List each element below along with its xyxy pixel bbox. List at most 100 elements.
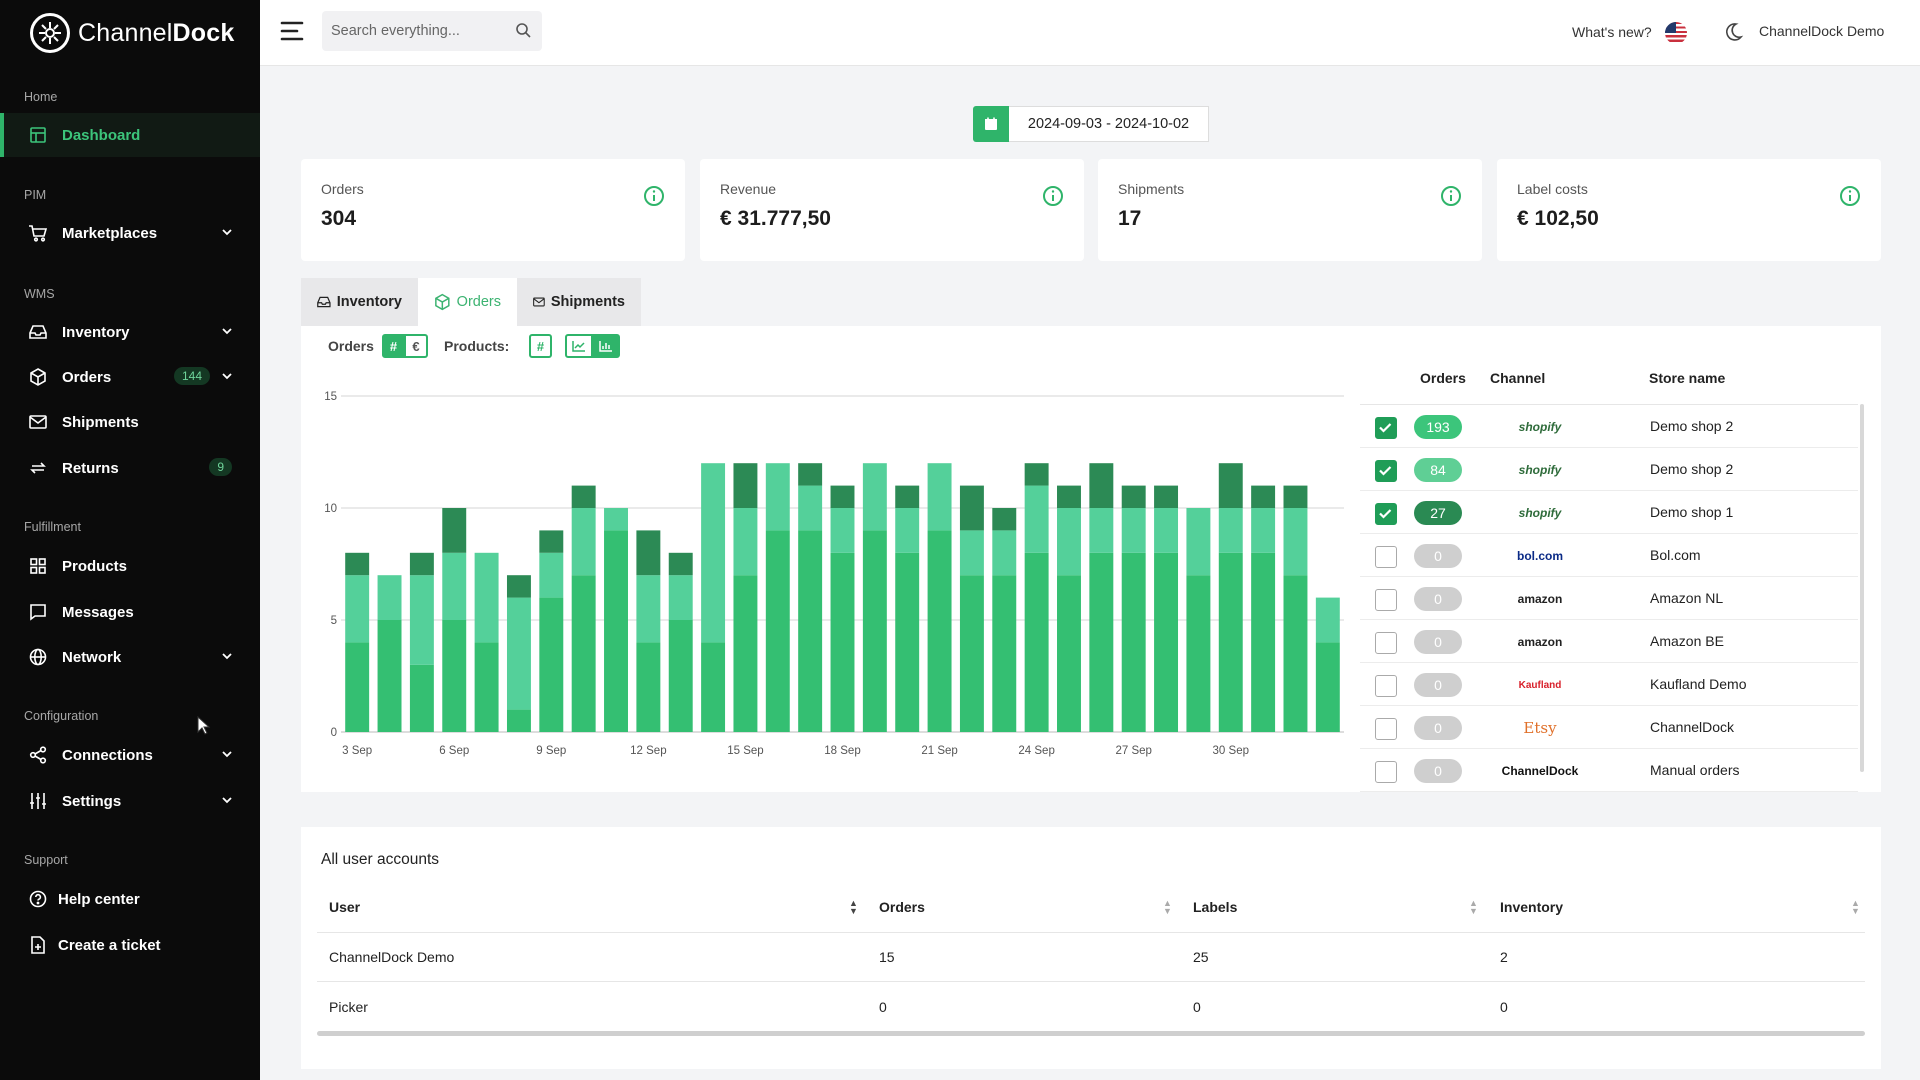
channel-checkbox[interactable] xyxy=(1375,417,1397,439)
bar-segment[interactable] xyxy=(345,642,370,732)
calendar-button[interactable] xyxy=(973,106,1009,142)
bar-segment[interactable] xyxy=(1283,575,1308,732)
sidebar-item-messages[interactable]: Messages xyxy=(0,590,260,634)
bar-segment[interactable] xyxy=(733,575,758,732)
orders-euro-button[interactable]: € xyxy=(404,334,428,358)
info-icon[interactable] xyxy=(1042,185,1064,207)
channel-checkbox[interactable] xyxy=(1375,589,1397,611)
bar-segment[interactable] xyxy=(733,463,758,508)
bar-segment[interactable] xyxy=(668,575,693,620)
channel-scrollbar[interactable] xyxy=(1860,404,1864,772)
bar-segment[interactable] xyxy=(701,463,726,643)
bar-segment[interactable] xyxy=(1315,642,1340,732)
accounts-header-inventory[interactable]: Inventory xyxy=(1500,899,1564,915)
bar-segment[interactable] xyxy=(1251,508,1276,553)
bar-segment[interactable] xyxy=(1186,575,1211,732)
channel-checkbox[interactable] xyxy=(1375,503,1397,525)
sidebar-item-shipments[interactable]: Shipments xyxy=(0,400,260,444)
bar-segment[interactable] xyxy=(765,463,790,531)
bar-segment[interactable] xyxy=(1089,508,1114,553)
sort-icon[interactable]: ▲ ▼ xyxy=(1851,898,1860,916)
accounts-header-labels[interactable]: Labels xyxy=(1193,899,1238,915)
sort-icon[interactable]: ▲ ▼ xyxy=(1163,898,1172,916)
bar-chart-button[interactable] xyxy=(592,334,620,358)
channel-checkbox[interactable] xyxy=(1375,675,1397,697)
sidebar-item-orders[interactable]: Orders 144 xyxy=(0,355,260,399)
accounts-header-orders[interactable]: Orders xyxy=(879,899,925,915)
bar-segment[interactable] xyxy=(571,575,596,732)
bar-segment[interactable] xyxy=(1154,552,1179,732)
bar-segment[interactable] xyxy=(798,530,823,732)
bar-segment[interactable] xyxy=(1121,508,1146,553)
sidebar-item-inventory[interactable]: Inventory xyxy=(0,310,260,354)
sort-icon[interactable]: ▲ ▼ xyxy=(849,898,858,916)
bar-segment[interactable] xyxy=(1186,508,1211,576)
bar-segment[interactable] xyxy=(1057,575,1081,732)
bar-segment[interactable] xyxy=(409,664,434,732)
bar-segment[interactable] xyxy=(765,530,790,732)
bar-segment[interactable] xyxy=(636,642,661,732)
user-menu[interactable]: ChannelDock Demo xyxy=(1759,23,1885,39)
bar-segment[interactable] xyxy=(992,575,1017,732)
bar-segment[interactable] xyxy=(959,530,984,576)
bar-segment[interactable] xyxy=(798,463,823,486)
channel-row[interactable]: 84 shopify Demo shop 2 xyxy=(1360,448,1858,491)
bar-segment[interactable] xyxy=(668,552,693,576)
bar-segment[interactable] xyxy=(992,530,1017,576)
line-chart-button[interactable] xyxy=(565,334,593,358)
horizontal-scrollbar[interactable] xyxy=(317,1031,1865,1036)
channel-row[interactable]: 0 Etsy ChannelDock xyxy=(1360,706,1858,749)
sidebar-item-dashboard[interactable]: Dashboard xyxy=(0,113,260,157)
bar-segment[interactable] xyxy=(830,508,855,553)
bar-segment[interactable] xyxy=(604,508,628,531)
bar-segment[interactable] xyxy=(571,508,596,576)
sidebar-item-network[interactable]: Network xyxy=(0,635,260,679)
sort-icon[interactable]: ▲ ▼ xyxy=(1469,898,1478,916)
us-flag-icon[interactable] xyxy=(1665,22,1687,44)
info-icon[interactable] xyxy=(1839,185,1861,207)
moon-icon[interactable] xyxy=(1722,21,1744,43)
bar-segment[interactable] xyxy=(604,530,628,732)
sidebar-item-help-center[interactable]: Help center xyxy=(0,877,260,921)
bar-segment[interactable] xyxy=(959,485,984,531)
channel-checkbox[interactable] xyxy=(1375,761,1397,783)
sidebar-item-returns[interactable]: Returns 9 xyxy=(0,446,260,490)
bar-segment[interactable] xyxy=(539,530,564,553)
bar-segment[interactable] xyxy=(571,485,596,508)
bar-segment[interactable] xyxy=(1251,552,1276,732)
bar-segment[interactable] xyxy=(959,575,984,732)
channel-checkbox[interactable] xyxy=(1375,632,1397,654)
bar-segment[interactable] xyxy=(539,552,564,598)
bar-segment[interactable] xyxy=(442,508,467,553)
bar-segment[interactable] xyxy=(1218,463,1243,508)
channel-row[interactable]: 0 bol.com Bol.com xyxy=(1360,534,1858,577)
bar-segment[interactable] xyxy=(895,552,920,732)
info-icon[interactable] xyxy=(1440,185,1462,207)
bar-segment[interactable] xyxy=(1121,485,1146,508)
channel-checkbox[interactable] xyxy=(1375,460,1397,482)
bar-segment[interactable] xyxy=(1218,552,1243,732)
bar-segment[interactable] xyxy=(895,485,920,508)
bar-segment[interactable] xyxy=(1283,485,1308,508)
channel-row[interactable]: 0 ChannelDock Manual orders xyxy=(1360,749,1858,792)
bar-segment[interactable] xyxy=(1057,485,1081,508)
date-range-input[interactable]: 2024-09-03 - 2024-10-02 xyxy=(1009,106,1209,142)
search-icon[interactable] xyxy=(515,22,532,39)
bar-segment[interactable] xyxy=(1121,552,1146,732)
bar-segment[interactable] xyxy=(345,575,370,643)
bar-segment[interactable] xyxy=(636,530,661,576)
sidebar-item-create-ticket[interactable]: Create a ticket xyxy=(0,923,260,967)
bar-segment[interactable] xyxy=(830,485,855,508)
bar-segment[interactable] xyxy=(506,575,531,598)
info-icon[interactable] xyxy=(643,185,665,207)
bar-segment[interactable] xyxy=(442,620,467,732)
bar-segment[interactable] xyxy=(1057,508,1081,576)
bar-segment[interactable] xyxy=(1315,597,1340,643)
bar-segment[interactable] xyxy=(1218,508,1243,553)
bar-segment[interactable] xyxy=(377,575,402,620)
tab-inventory[interactable]: Inventory xyxy=(301,278,418,326)
channel-row[interactable]: 27 shopify Demo shop 1 xyxy=(1360,491,1858,534)
channel-row[interactable]: 0 amazon Amazon NL xyxy=(1360,577,1858,620)
logo[interactable]: ChannelDock xyxy=(0,0,260,66)
bar-segment[interactable] xyxy=(474,642,499,732)
